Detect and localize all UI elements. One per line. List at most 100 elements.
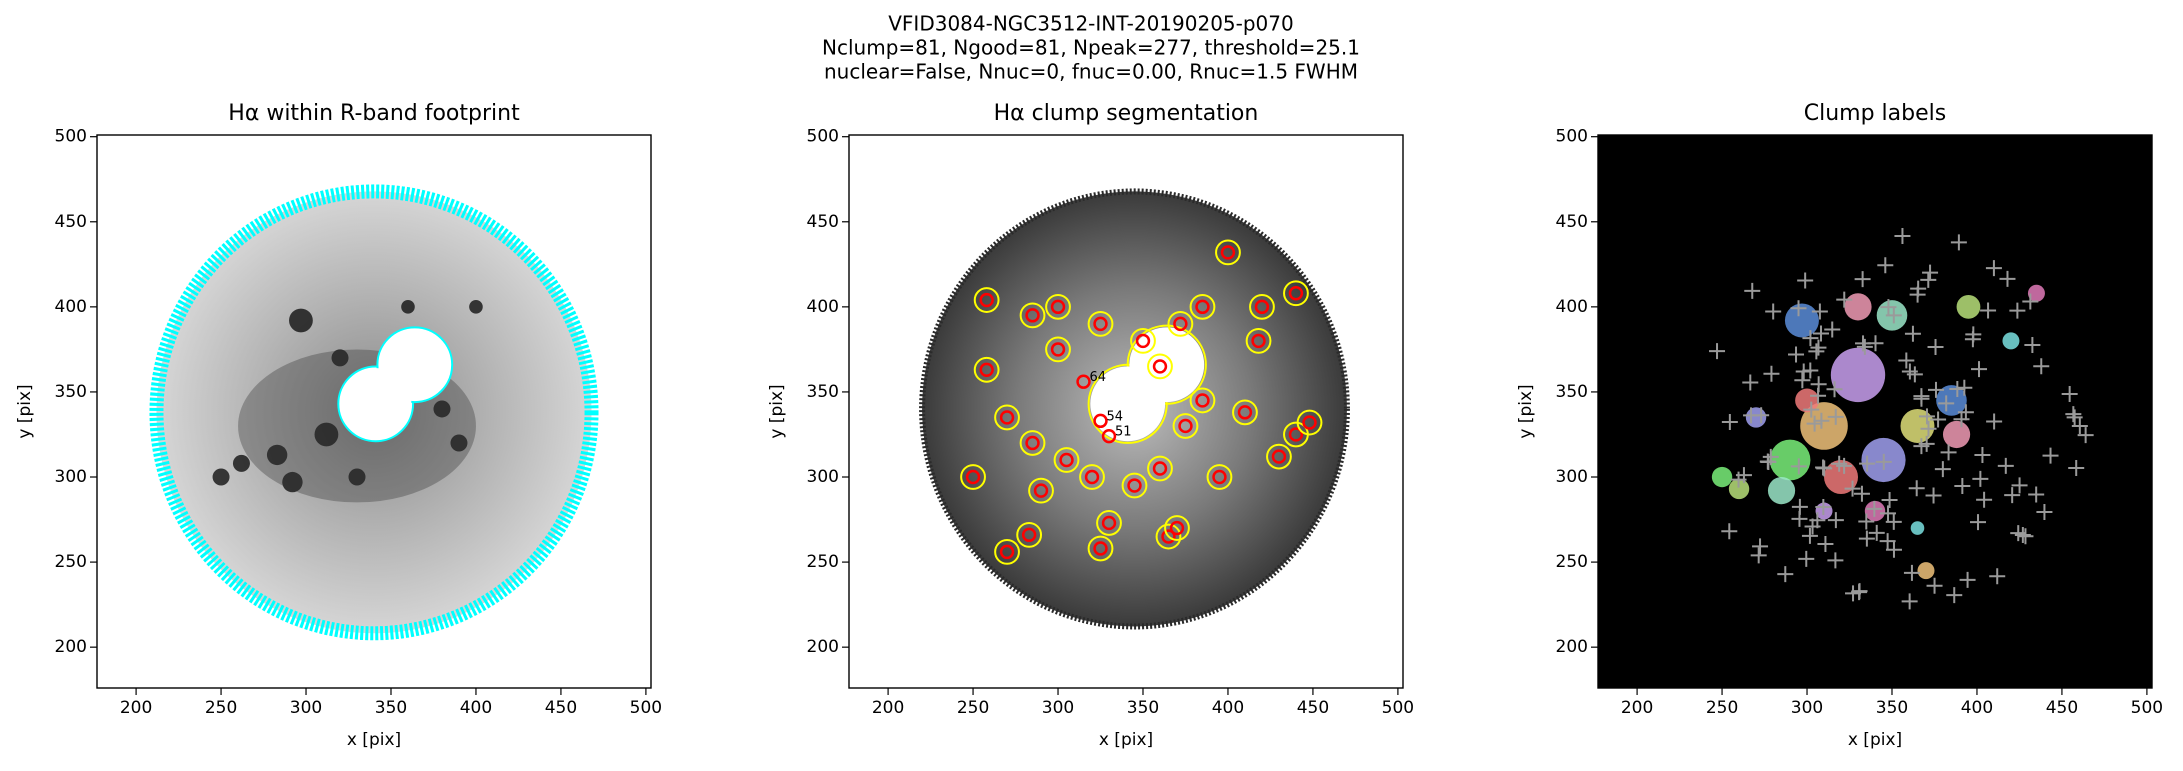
peak-marker: [2009, 302, 2026, 319]
clump-contour: [1079, 464, 1105, 490]
peak-marker: [1866, 500, 1883, 517]
peak-marker: [1885, 307, 1902, 324]
peak-marker: [1946, 587, 1963, 604]
clump-ring: [1059, 452, 1074, 468]
peak-marker: [1853, 485, 1870, 502]
clump-label: 54: [1107, 409, 1124, 424]
peak-marker: [1752, 538, 1769, 555]
peak-marker: [1971, 361, 1988, 378]
peak-marker: [1813, 325, 1829, 342]
clump-contour: [1189, 293, 1216, 320]
peak-marker: [2011, 477, 2028, 494]
clump-ring: [1033, 483, 1049, 498]
x-tick-label: 500: [2131, 698, 2163, 718]
peak-marker: [1957, 404, 1974, 421]
peak-marker: [1910, 280, 1927, 297]
clump-contour: [1155, 523, 1182, 550]
peak-marker: [1901, 363, 1918, 380]
peak-marker: [1813, 412, 1830, 429]
peak-marker: [1811, 303, 1828, 320]
emission-blob: [232, 454, 250, 472]
peak-marker: [1802, 362, 1819, 379]
y-tick-label: 500: [55, 127, 87, 147]
clump-marker: [1076, 374, 1091, 389]
peak-marker: [1920, 420, 1937, 437]
peak-marker: [2036, 503, 2053, 520]
peak-marker: [1976, 491, 1993, 508]
clump-contour: [1016, 521, 1043, 548]
peak-marker: [1908, 480, 1925, 497]
clump-contour: [1245, 327, 1272, 354]
emission-blob: [401, 300, 415, 314]
peak-marker: [1934, 461, 1951, 478]
peak-marker: [1795, 363, 1812, 380]
clump-ring: [1021, 527, 1037, 543]
clump-contour: [1232, 399, 1258, 426]
peak-marker: [1762, 448, 1779, 465]
peak-marker: [1901, 593, 1918, 610]
clump-contour: [1053, 447, 1080, 473]
clump-ring: [1251, 333, 1266, 349]
clump-contour: [1215, 239, 1241, 266]
peak-marker: [1858, 513, 1875, 530]
axes-frame: [96, 134, 652, 689]
clump-region: [1711, 466, 1733, 488]
peak-marker: [1827, 552, 1844, 569]
clump-region: [1956, 294, 1981, 319]
clump-contour: [1172, 413, 1199, 439]
peak-marker: [1798, 550, 1815, 567]
clump-region: [2002, 332, 2020, 350]
clump-contour: [1249, 293, 1275, 320]
peak-marker: [1950, 234, 1967, 251]
peak-marker: [1881, 491, 1898, 508]
clump-contour: [1130, 327, 1156, 354]
clump-ring: [1127, 478, 1142, 493]
x-tick-label: 200: [872, 698, 904, 718]
clump-region: [1728, 478, 1750, 500]
peak-marker: [1851, 584, 1868, 601]
clump-ring: [1025, 435, 1040, 451]
clump-marker: [1093, 413, 1108, 429]
emission-blob: [212, 468, 230, 486]
peak-marker: [1803, 401, 1820, 418]
peak-marker: [1810, 387, 1827, 404]
clump-contour: [1121, 472, 1148, 499]
clump-contour: [1019, 430, 1046, 456]
peak-marker: [1826, 381, 1843, 398]
peak-marker: [1765, 303, 1782, 320]
peak-marker: [2071, 418, 2088, 435]
peak-marker: [1742, 374, 1759, 391]
emission-blob: [348, 468, 366, 486]
x-tick-label: 450: [1297, 698, 1329, 718]
clump-ring: [1212, 469, 1227, 485]
image: [149, 184, 599, 641]
peak-marker: [1894, 228, 1911, 245]
x-tick-label: 200: [120, 698, 152, 718]
x-tick-label: 450: [2046, 698, 2078, 718]
clump-contour: [1266, 443, 1292, 470]
peak-marker: [1804, 518, 1821, 535]
peak-marker: [1875, 453, 1892, 470]
peak-marker: [2033, 358, 2050, 375]
clump-contour: [1087, 310, 1114, 337]
clump-contour: [1206, 464, 1233, 490]
clump-ring: [1161, 529, 1176, 544]
peak-marker: [1791, 498, 1808, 515]
peak-marker: [1989, 568, 2006, 585]
peak-marker: [1879, 533, 1896, 550]
clump-ring: [1173, 316, 1188, 332]
clump-ring: [1025, 308, 1040, 323]
axes-frame: [1597, 134, 2153, 689]
y-tick-label: 300: [55, 467, 87, 487]
clump-contour: [1296, 409, 1323, 436]
peak-marker: [2004, 487, 2021, 504]
clump-region: [1830, 347, 1886, 403]
peak-marker: [1959, 571, 1976, 588]
peak-marker: [1836, 457, 1853, 474]
peak-marker: [1730, 471, 1747, 488]
clump-region: [1767, 477, 1796, 505]
clump-contour: [1167, 310, 1194, 337]
clump-region: [1769, 439, 1811, 481]
axes-background: [1598, 135, 2152, 688]
